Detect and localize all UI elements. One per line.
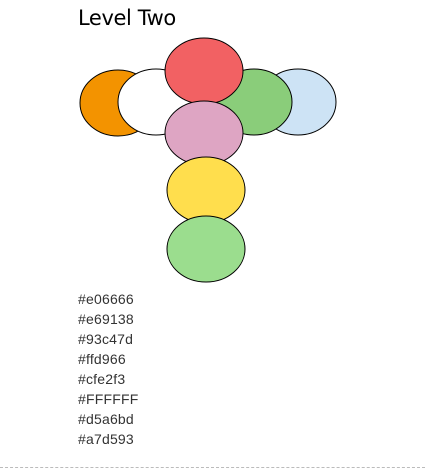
color-code-item: #ffd966 <box>78 351 126 367</box>
color-code-item: #93c47d <box>78 331 134 347</box>
swatch-bottom <box>166 215 246 283</box>
color-code-item: #e06666 <box>78 291 134 307</box>
color-code-list: #e06666 #e69138 #93c47d #ffd966 #cfe2f3 … <box>78 289 139 449</box>
color-swatch-figure <box>79 37 337 283</box>
color-code-item: #cfe2f3 <box>78 371 126 387</box>
swatch-top <box>164 37 244 105</box>
swatch-center <box>164 100 244 166</box>
color-code-item: #d5a6bd <box>78 411 134 427</box>
color-code-item: #FFFFFF <box>78 391 139 407</box>
page-title: Level Two <box>78 6 176 30</box>
color-code-item: #a7d593 <box>78 431 134 447</box>
color-code-item: #e69138 <box>78 311 134 327</box>
swatch-lower <box>166 156 246 224</box>
bottom-divider <box>0 467 425 468</box>
